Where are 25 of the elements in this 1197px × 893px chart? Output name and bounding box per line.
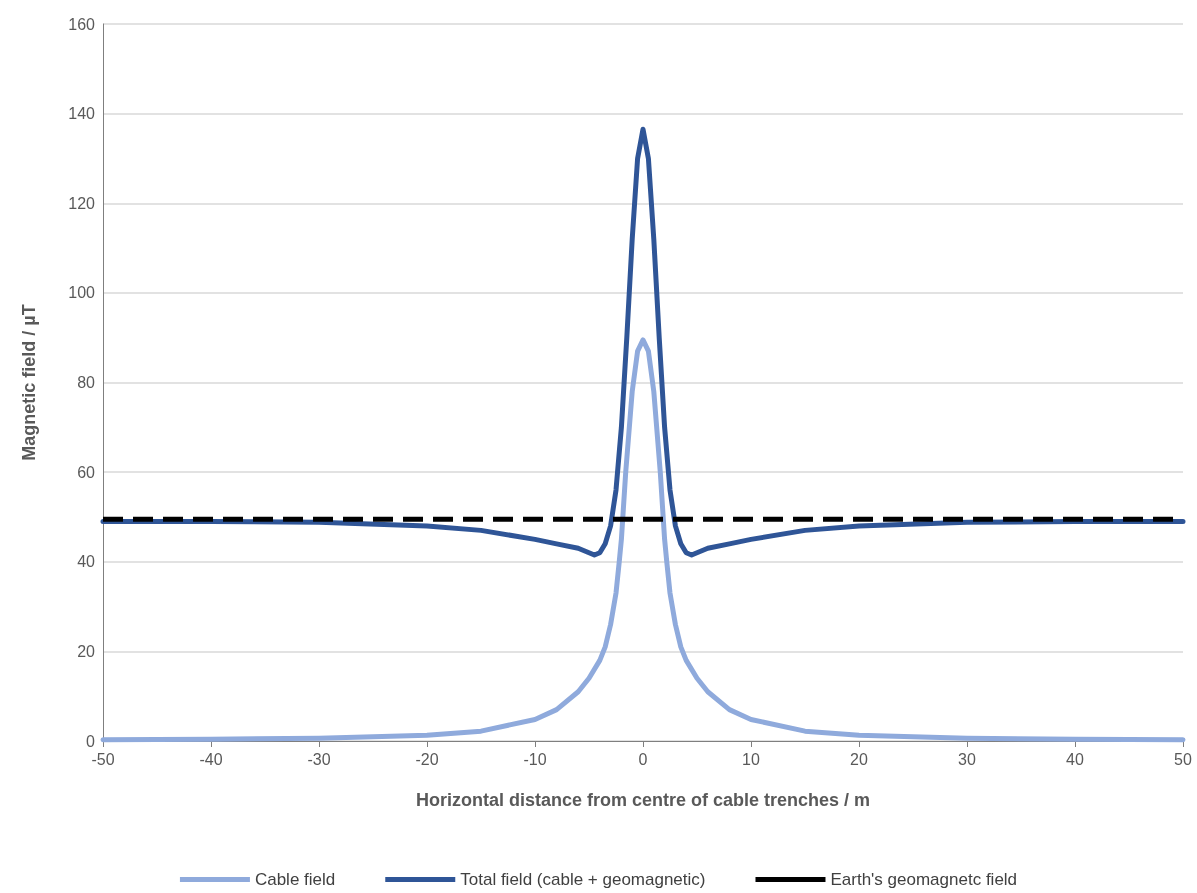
y-tick-label: 80 [77, 374, 96, 391]
y-tick-label: 100 [68, 284, 96, 302]
y-tick-label: 0 [86, 732, 96, 750]
y-tick-label: 20 [77, 642, 96, 660]
x-tick-label: -50 [91, 750, 115, 768]
y-axis-title: Magnetic field / µT [19, 304, 39, 461]
legend-label: Total field (cable + geomagnetic) [460, 870, 706, 889]
x-tick-label: -10 [523, 750, 547, 768]
legend-label: Earth's geomagnetc field [830, 870, 1018, 889]
x-tick-label: 0 [638, 750, 648, 768]
legend-label: Cable field [254, 870, 336, 889]
y-tick-label: 140 [68, 105, 96, 123]
x-tick-label: 50 [1174, 750, 1192, 768]
y-tick-label: 160 [68, 15, 96, 33]
x-tick-label: -30 [307, 750, 331, 768]
x-tick-label: -20 [415, 750, 439, 768]
y-tick-label: 40 [77, 553, 96, 571]
x-tick-label: 20 [850, 750, 868, 768]
x-axis-title: Horizontal distance from centre of cable trenches / m [415, 790, 871, 810]
x-tick-label: 40 [1066, 750, 1084, 768]
x-tick-label: -40 [199, 750, 223, 768]
x-tick-label: 30 [958, 750, 976, 768]
y-tick-label: 60 [77, 463, 96, 481]
x-tick-label: 10 [742, 750, 760, 768]
y-tick-label: 120 [68, 194, 96, 212]
